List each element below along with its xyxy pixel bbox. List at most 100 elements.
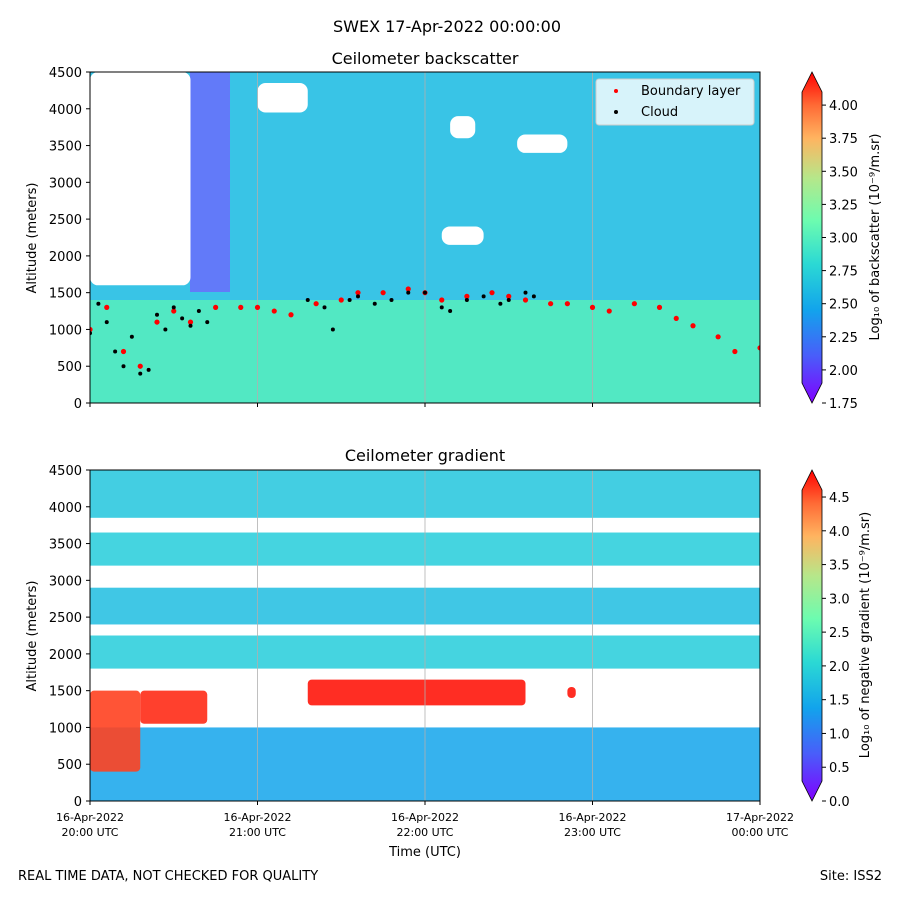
gradient-gridlines [257, 470, 593, 801]
legend-box [595, 78, 755, 126]
cloud-point [389, 298, 394, 303]
legend-boundary-layer-marker [614, 89, 618, 93]
colorbar-tick-label: 3.75 [829, 132, 858, 147]
cloud-point [448, 309, 453, 314]
colorbar-tick-label: 1.0 [829, 727, 850, 742]
gradient-ylabel: Altitude (meters) [25, 581, 40, 692]
boundary-layer-point [90, 326, 93, 333]
x-tick-label-date: 16-Apr-2022 [56, 811, 124, 824]
boundary-layer-point [171, 308, 177, 314]
blank-region [517, 134, 568, 153]
colorbar-tick-label: 2.25 [829, 331, 858, 346]
colorbar-tick-label: 2.0 [829, 660, 850, 675]
colorbar-tick-label: 2.00 [829, 364, 858, 379]
cloud-point [146, 367, 151, 372]
backscatter-title: Ceilometer backscatter [332, 49, 519, 68]
boundary-layer-point [673, 315, 679, 322]
y-tick-label: 2000 [49, 648, 82, 663]
legend-cloud-marker [614, 110, 618, 114]
boundary-layer-point [338, 297, 344, 303]
cloud-series [90, 290, 536, 376]
cloud-point [481, 294, 486, 299]
cloud-point [163, 327, 168, 332]
gradient-xlabel: Time (UTC) [388, 845, 461, 860]
cloud-point [372, 301, 377, 306]
cloud-point [96, 301, 101, 306]
y-tick-label: 4500 [49, 464, 82, 479]
y-tick-label: 3000 [49, 574, 82, 589]
colorbar-tick-label: 3.50 [829, 165, 858, 180]
y-tick-label: 0 [74, 795, 82, 810]
colorbar-tick-label: 3.0 [829, 592, 850, 607]
cloud-point [155, 312, 159, 317]
boundary-layer-point [405, 286, 411, 292]
gradient-colorbar-ticks: 0.0 0.5 1.0 1.5 2.0 2.5 3.0 3.5 4.0 4.5 [822, 491, 850, 810]
boundary-layer-point [187, 319, 194, 325]
backscatter-blank-regions [90, 72, 568, 286]
cloud-point [347, 298, 352, 303]
colorbar-tick-label: 4.0 [829, 525, 850, 540]
colorbar-tick-label: 2.50 [829, 298, 858, 313]
boundary-layer-point [154, 319, 160, 325]
cloud-point [423, 290, 427, 295]
x-tick-label-date: 16-Apr-2022 [391, 811, 459, 824]
boundary-layer-point [313, 301, 319, 307]
y-tick-label: 500 [57, 758, 82, 773]
colorbar-tick-label: 0.0 [829, 795, 850, 810]
gradient-y-ticks: 0 500 1000 1500 2000 2500 3000 3500 4000 4500 [49, 464, 90, 810]
colorbar-tick-label: 0.5 [829, 761, 850, 776]
cloud-point [138, 371, 143, 376]
cloud-point [171, 305, 176, 310]
boundary-layer-point [254, 304, 261, 310]
x-tick-label-time: 21:00 UTC [229, 826, 286, 839]
cloud-point [129, 334, 134, 339]
boundary-layer-point [137, 363, 143, 369]
boundary-layer-point [439, 297, 445, 303]
boundary-layer-point [506, 293, 512, 299]
colorbar-tick-label: 3.00 [829, 232, 858, 247]
backscatter-colorbar-ticks: 1.75 2.00 2.25 2.50 2.75 3.00 3.25 3.50 3.75 4.00 [822, 99, 858, 412]
y-tick-label: 4500 [49, 66, 82, 81]
cloud-point [305, 298, 310, 303]
boundary-layer-point [238, 304, 244, 310]
legend-cloud-label: Cloud [641, 105, 678, 120]
cloud-point [188, 323, 193, 328]
gradient-heatmap [90, 470, 760, 801]
gradient-high-region [140, 690, 208, 724]
boundary-layer-point [732, 348, 738, 355]
x-tick-label-time: 20:00 UTC [61, 826, 118, 839]
boundary-layer-point [548, 301, 554, 307]
y-tick-label: 4000 [49, 103, 82, 118]
gradient-colorbar: 0.0 0.5 1.0 1.5 2.0 2.5 3.0 3.5 4.0 4.5 Log₁₀ of … [801, 469, 873, 810]
colorbar-tick-label: 3.25 [829, 198, 858, 213]
backscatter-colorbar: 1.75 2.00 2.25 2.50 2.75 3.00 3.25 3.50 3.75 4.00… [801, 71, 883, 412]
colorbar-tick-label: 1.5 [829, 694, 850, 709]
boundary-layer-point [564, 301, 570, 307]
cloud-point [121, 364, 126, 369]
y-tick-label: 3500 [49, 538, 82, 553]
boundary-layer-point [522, 297, 529, 303]
boundary-layer-point [656, 304, 663, 310]
y-tick-label: 1500 [49, 287, 82, 302]
gradient-panel: Ceilometer gradient 0 500 1000 1500 2000 2500… [25, 446, 873, 860]
cloud-point [506, 298, 511, 303]
gradient-title: Ceilometer gradient [345, 446, 505, 465]
boundary-layer-point [631, 301, 637, 307]
backscatter-heatmap [90, 72, 760, 403]
backscatter-x-ticks [89, 403, 761, 407]
blank-region [450, 116, 476, 139]
y-tick-label: 1000 [49, 323, 82, 338]
gradient-high-regions [90, 679, 576, 772]
boundary-layer-point [120, 348, 127, 355]
backscatter-y-ticks: 0 500 1000 1500 2000 2500 3000 3500 4000 4500 [49, 66, 90, 412]
x-tick-label-time: 22:00 UTC [396, 826, 453, 839]
y-tick-label: 1500 [49, 685, 82, 700]
y-tick-label: 4000 [49, 501, 82, 516]
site-label: Site: ISS2 [819, 869, 882, 884]
cloud-point [180, 316, 185, 321]
boundary-layer-point [489, 290, 495, 296]
gradient-colorbar-label: Log₁₀ of negative gradient (10⁻⁹/m.sr) [858, 512, 873, 758]
x-tick-label-date: 16-Apr-2022 [223, 811, 291, 824]
x-tick-label-date: 16-Apr-2022 [558, 811, 626, 824]
boundary-layer-point [690, 323, 696, 329]
